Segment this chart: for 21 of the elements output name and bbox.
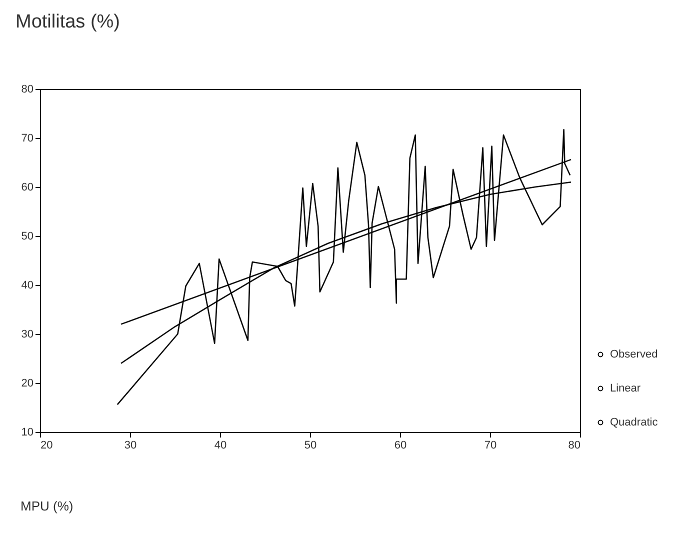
x-tick-label: 80 (568, 440, 580, 452)
y-tick-label: 50 (21, 230, 34, 242)
y-tick-label: 60 (21, 182, 34, 194)
y-tick-label: 20 (21, 378, 34, 390)
y-tick-label: 80 (21, 84, 34, 96)
x-tick-label: 40 (214, 440, 227, 452)
y-tick-label: 70 (21, 132, 34, 144)
legend-label: Linear (610, 382, 641, 394)
x-tick-label: 60 (394, 440, 407, 452)
legend-label: Quadratic (610, 416, 658, 428)
x-tick-label: 20 (40, 440, 53, 452)
x-axis-title: MPU (%) (20, 498, 74, 514)
x-tick-label: 30 (124, 440, 137, 452)
y-tick-label: 30 (21, 328, 34, 340)
line-series (116, 129, 571, 406)
y-axis-title: Motilitas (%) (16, 12, 120, 32)
legend-label: Observed (610, 348, 658, 360)
x-tick-label: 70 (484, 440, 497, 452)
y-tick-label: 40 (21, 280, 34, 292)
x-tick-label: 50 (304, 440, 317, 452)
y-tick-label: 10 (21, 426, 34, 438)
